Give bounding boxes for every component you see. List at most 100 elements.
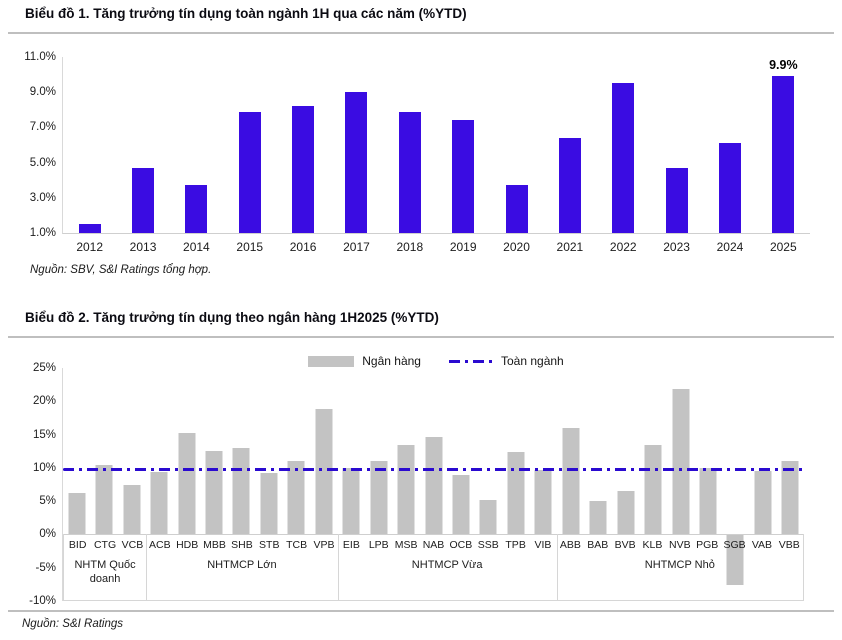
legend-bar-swatch-icon [308, 355, 355, 367]
x-tick-label: LPB [368, 539, 389, 552]
legend-banks-label: Ngân hàng [362, 354, 421, 368]
category-label-box: NHTM Quốc doanh NHTMCP Lớn NHTMCP Vừa NHTMC… [63, 534, 804, 601]
bar-PGB [699, 467, 717, 535]
y-tick-label: 15% [32, 428, 56, 441]
x-tick-label: 2025 [769, 240, 797, 254]
bar-2019 [452, 120, 475, 233]
y-tick-label: 20% [32, 395, 56, 408]
x-tick-label: 2013 [129, 240, 157, 254]
y-tick-label: 3.0% [29, 191, 56, 204]
bar-TPB [507, 451, 525, 535]
x-tick-label: STB [259, 539, 280, 552]
group-separator [146, 534, 148, 600]
y-tick-label: 9.0% [29, 86, 56, 99]
x-tick-label: BAB [587, 539, 609, 552]
y-tick-label: 11.0% [24, 51, 56, 63]
bar-BVB [617, 490, 635, 535]
x-tick-label: 2018 [396, 240, 424, 254]
x-tick-label: TPB [505, 539, 526, 552]
x-tick-label: 2023 [663, 240, 690, 254]
x-tick-label: 2022 [609, 240, 637, 254]
x-tick-label: SGB [723, 539, 746, 552]
y-tick-label: 5.0% [29, 156, 56, 169]
x-tick-label: OCB [449, 539, 473, 552]
x-tick-label: ACB [148, 539, 171, 552]
x-tick-label: ABB [559, 539, 581, 552]
x-tick-label: 2014 [183, 240, 210, 254]
bar-BID [68, 493, 86, 535]
x-tick-label: 2019 [449, 240, 477, 254]
x-tick-label: VCB [121, 539, 144, 552]
y-tick-label: 5% [39, 495, 56, 508]
x-tick-label: TCB [286, 539, 308, 552]
x-tick-label: SHB [231, 539, 253, 552]
y-tick-label: -5% [35, 561, 56, 574]
group-separator [556, 534, 558, 600]
y-tick-label: 25% [32, 362, 56, 374]
bar-BAB [589, 501, 607, 535]
bar-EIB [342, 467, 360, 535]
bar-VPB [315, 409, 333, 535]
bar-2016 [292, 106, 315, 233]
bar-2012 [78, 224, 101, 233]
group-label: NHTMCP Lớn [207, 559, 277, 572]
legend-industry-label: Toàn ngành [500, 354, 564, 368]
bar-2017 [345, 92, 368, 233]
x-tick-label: VIB [534, 539, 552, 552]
x-tick-label: MBB [203, 539, 226, 552]
bar-CTG [95, 465, 113, 535]
x-tick-label: EIB [342, 539, 360, 552]
bar-SGB [726, 534, 744, 586]
x-tick-label: CTG [93, 539, 117, 552]
bar-HDB [178, 432, 195, 535]
bar-MBB [205, 451, 223, 535]
y-tick-label: 10% [32, 461, 56, 474]
x-tick-label: 2012 [76, 240, 104, 254]
x-tick-label: 2017 [343, 240, 370, 254]
bar-VCB [123, 485, 141, 535]
x-tick-label: 2020 [503, 240, 530, 254]
chart1-source: Nguồn: SBV, S&I Ratings tổng hợp. [30, 264, 212, 276]
x-tick-label: NVB [669, 539, 691, 552]
x-tick-label: KLB [642, 539, 663, 552]
chart2-plot: 25% 20% 15% 10% 5% 0% -5% -10% NHTM Quốc doanh NH… [29, 362, 804, 607]
chart2-title: Biểu đồ 2. Tăng trưởng tín dụng theo ngâ… [25, 310, 439, 325]
bar-2023 [665, 167, 688, 233]
x-tick-label: 2016 [289, 240, 317, 254]
x-tick-label: BID [68, 539, 87, 552]
bar-2025 [772, 76, 795, 233]
bar-2022 [612, 83, 635, 233]
x-tick-label: SSB [477, 539, 499, 552]
zero-axis-line [63, 534, 804, 536]
bar-2024 [718, 143, 741, 233]
chart2-legend: Ngân hàng Toàn ngành [62, 352, 810, 370]
bar-VIB [534, 469, 552, 535]
x-tick-label: NAB [422, 539, 445, 552]
x-tick-label: VBB [778, 539, 800, 552]
x-tick-label: 2015 [236, 240, 264, 254]
bar-ACB [150, 471, 168, 535]
group-label: NHTMCP Nhỏ [644, 559, 715, 572]
bar-2014 [185, 185, 208, 233]
group-label: NHTMCP Vừa [411, 559, 483, 572]
legend-item-industry: Toàn ngành [448, 354, 564, 368]
chart1-title: Biểu đồ 1. Tăng trưởng tín dụng toàn ngà… [25, 6, 467, 21]
bar-ABB [562, 427, 580, 535]
chart1-title-rule [8, 32, 834, 34]
bar-2021 [558, 137, 581, 233]
x-tick-label: 2024 [716, 240, 744, 254]
chart2-source: Nguồn: S&I Ratings [22, 618, 124, 630]
bar-2018 [398, 111, 421, 233]
chart1-plot: 11.0% 9.0% 7.0% 5.0% 3.0% 1.0% 2012 2013 2014 201… [24, 51, 810, 254]
bar-2020 [505, 185, 528, 233]
bar-VBB [781, 460, 799, 535]
bar-NAB [425, 437, 442, 535]
industry-reference-line [63, 467, 804, 471]
legend-item-banks: Ngân hàng [308, 354, 421, 368]
y-tick-label: -10% [29, 595, 56, 607]
x-tick-label: MSB [394, 539, 418, 552]
bar-value-annotation: 9.9% [769, 58, 798, 73]
y-tick-label: 1.0% [29, 227, 56, 239]
x-tick-label: 2021 [556, 240, 584, 254]
